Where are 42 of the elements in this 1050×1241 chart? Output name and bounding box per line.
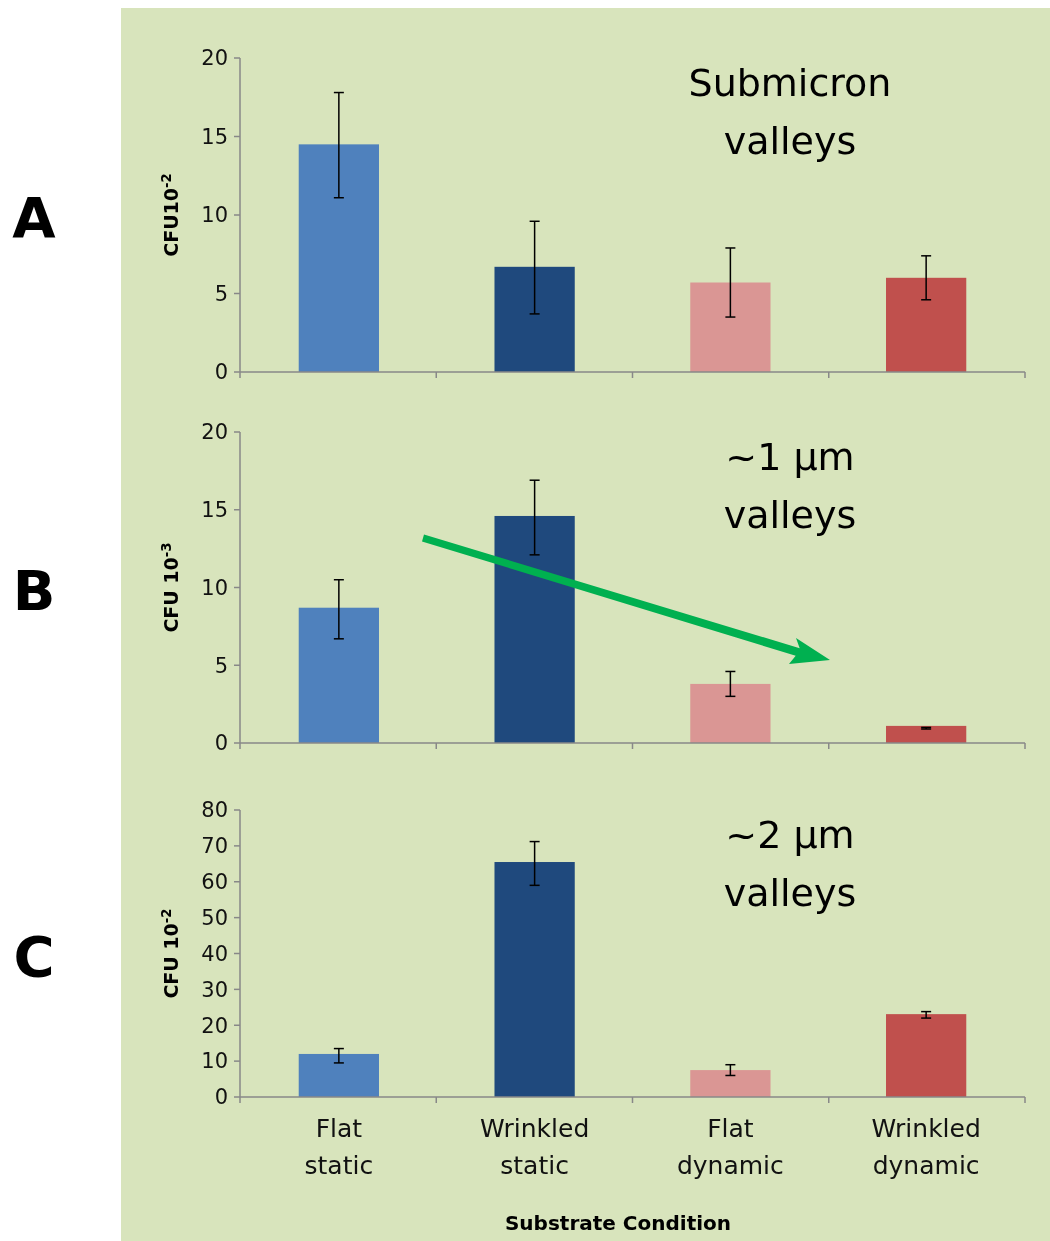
y-tick-label: 0 [214,1085,228,1110]
y-tick-label: 5 [214,281,228,306]
y-tick-label: 15 [201,124,228,149]
x-axis-title: Substrate Condition [504,1211,732,1235]
y-tick-label: 10 [201,203,228,228]
annotation: Submicron valleys [688,61,892,163]
y-tick-label: 30 [201,977,228,1002]
bar [298,1053,379,1097]
y-tick-label: 40 [201,941,228,966]
y-tick-label: 70 [201,834,228,859]
bar [494,862,575,1097]
y-tick-label: 5 [214,653,228,678]
y-tick-label: 10 [201,1049,228,1074]
y-tick-label: 50 [201,905,228,930]
bar [886,277,967,372]
x-tick-label: Wrinkled dynamic [871,1114,981,1180]
x-tick-label: Flat dynamic [676,1114,784,1180]
y-tick-label: 80 [201,798,228,823]
bar [494,515,575,743]
y-tick-label: 10 [201,575,228,600]
bar [690,282,771,372]
bar [494,266,575,372]
bar [298,607,379,743]
y-tick-label: 20 [201,1013,228,1038]
bar [690,683,771,743]
x-tick-label: Flat static [304,1114,374,1180]
annotation: ~1 µm valleys [723,435,857,537]
text: B [12,557,56,623]
bar [886,1014,967,1097]
y-tick-label: 0 [214,731,228,756]
y-tick-label: 20 [201,46,228,71]
x-tick-label: Wrinkled static [479,1114,590,1180]
text: A [12,185,57,250]
bar [886,725,967,743]
bar [298,144,379,372]
y-tick-label: 60 [201,870,228,895]
y-tick-label: 0 [214,360,228,385]
annotation: ~2 µm valleys [723,813,857,915]
text: C [13,923,55,989]
bar [690,1070,771,1097]
y-tick-label: 20 [201,420,228,445]
y-tick-label: 15 [201,498,228,523]
